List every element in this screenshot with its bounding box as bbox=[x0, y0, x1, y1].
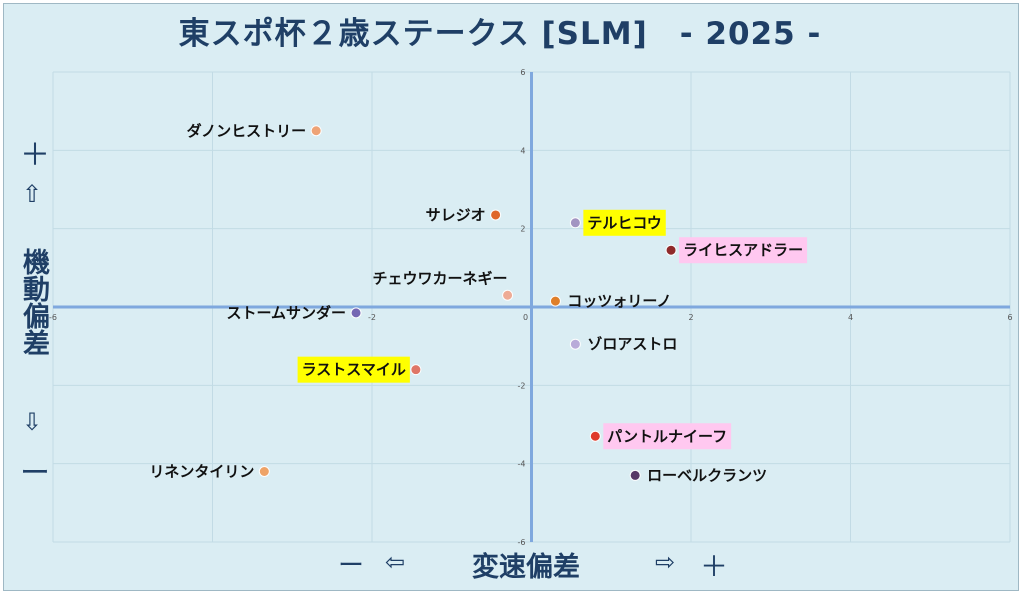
point-label: ローベルクランツ bbox=[647, 466, 767, 484]
data-point bbox=[310, 125, 322, 137]
data-point bbox=[350, 307, 362, 319]
y-axis-plus-sign: ＋ bbox=[20, 138, 50, 173]
x-tick-label: 6 bbox=[1007, 313, 1012, 322]
point-label: リネンタイリン bbox=[149, 463, 254, 481]
data-point bbox=[629, 469, 641, 481]
right-arrow-icon: ⇨ bbox=[655, 548, 676, 576]
up-arrow-icon: ⇧ bbox=[22, 180, 43, 208]
point-label: ライヒスアドラー bbox=[683, 241, 803, 259]
data-point bbox=[589, 430, 601, 442]
x-axis-label: 変速偏差 bbox=[472, 552, 580, 583]
x-tick-label: -6 bbox=[49, 313, 57, 322]
x-axis-minus-sign: ー bbox=[338, 551, 365, 581]
y-tick-label: 4 bbox=[520, 146, 525, 155]
point-label: チェウワカーネギー bbox=[373, 269, 508, 287]
y-tick-label: 6 bbox=[520, 68, 525, 77]
point-label: コッツォリーノ bbox=[567, 292, 671, 310]
y-tick-label: -4 bbox=[518, 460, 526, 469]
label-highlight bbox=[297, 356, 410, 383]
point-label: ゾロアストロ bbox=[587, 335, 677, 353]
point-label: テルヒコウ bbox=[587, 214, 661, 232]
left-arrow-icon: ⇦ bbox=[385, 548, 406, 576]
point-label: ダノンヒストリー bbox=[187, 122, 307, 140]
x-tick-label: 4 bbox=[848, 313, 853, 322]
data-point bbox=[569, 338, 581, 350]
data-point bbox=[502, 289, 514, 301]
point-label: サレジオ bbox=[426, 206, 486, 224]
x-tick-label: 2 bbox=[688, 313, 693, 322]
down-arrow-icon: ⇩ bbox=[22, 408, 43, 436]
point-label: ラストスマイル bbox=[302, 361, 406, 379]
y-tick-label: -6 bbox=[518, 538, 526, 547]
y-axis-minus-sign: ー bbox=[20, 456, 50, 491]
label-highlight bbox=[603, 423, 732, 450]
label-highlight bbox=[679, 237, 808, 264]
y-tick-label: 2 bbox=[520, 225, 525, 234]
label-highlight bbox=[583, 209, 666, 236]
data-point bbox=[549, 295, 561, 307]
data-point bbox=[258, 466, 270, 477]
x-tick-label: -2 bbox=[368, 313, 376, 322]
x-tick-label: 0 bbox=[523, 313, 528, 322]
y-tick-label: -2 bbox=[518, 381, 526, 390]
point-label: ストームサンダー bbox=[226, 304, 346, 322]
point-label: パントルナイーフ bbox=[607, 427, 727, 445]
y-axis-label: 機動偏差 bbox=[18, 248, 49, 356]
data-point bbox=[490, 209, 502, 221]
data-point bbox=[410, 364, 422, 376]
x-axis-plus-sign: ＋ bbox=[700, 550, 729, 583]
chart-title: 東スポ杯２歳ステークス [SLM] - 2025 - bbox=[178, 16, 822, 52]
data-point bbox=[665, 244, 677, 256]
data-point bbox=[569, 217, 581, 229]
